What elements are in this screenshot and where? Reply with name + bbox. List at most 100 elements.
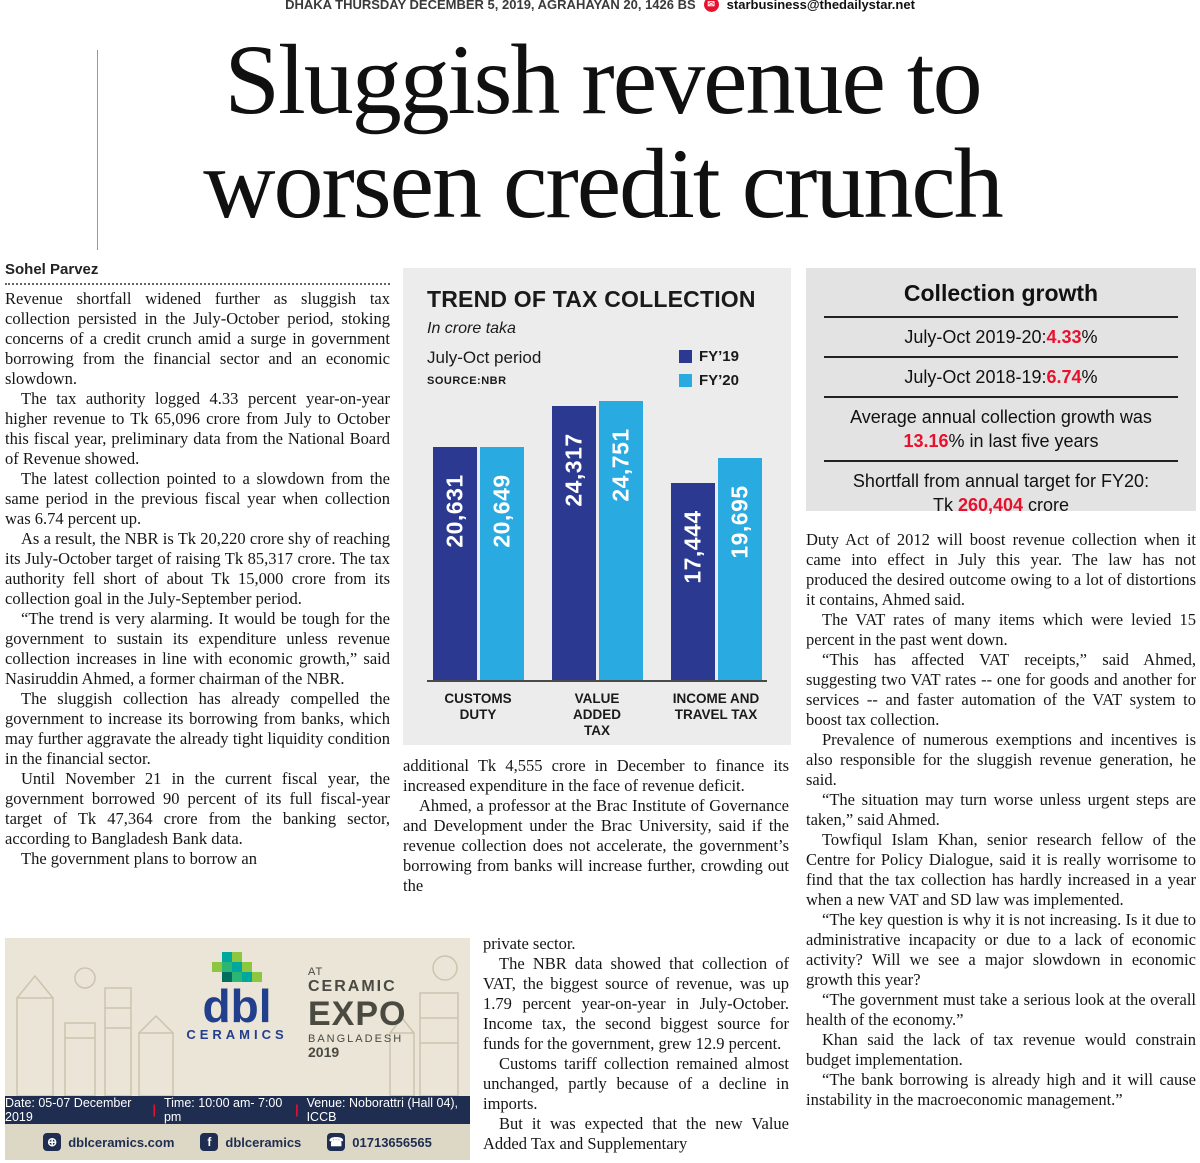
logo-wordmark: dbl: [202, 980, 272, 1032]
chart-plot-area: 20,631 20,649 24,317 24,751 17,444 19,695: [427, 401, 767, 682]
bar-value: 24,317: [560, 433, 586, 507]
bar-value: 19,695: [726, 485, 752, 559]
advert-date: Date: 05-07 December 2019: [5, 1096, 132, 1124]
growth-text: Shortfall from annual target for FY20:: [852, 471, 1150, 491]
legend-swatch-icon: [678, 350, 692, 363]
event-year: 2019: [308, 1044, 340, 1061]
facebook-text: dblceramics: [225, 1134, 302, 1150]
article-column-left: Revenue shortfall widened further as slu…: [5, 289, 390, 869]
paragraph: “The bank borrowing is already high and …: [806, 1070, 1196, 1109]
headline-line1: Sluggish revenue to: [224, 24, 982, 135]
legend-label: FY’20: [698, 372, 739, 389]
advert-contact-bar: ⊕ dblceramics.com f dblceramics ☎ 017136…: [5, 1124, 470, 1160]
article-column-middle-narrow: private sector. The NBR data showed that…: [483, 934, 789, 1154]
topbar-date-line: DHAKA THURSDAY DECEMBER 5, 2019, AGRAHAY…: [285, 0, 696, 12]
category-label: VALUE ADDED TAX: [572, 691, 621, 738]
topbar: DHAKA THURSDAY DECEMBER 5, 2019, AGRAHAY…: [0, 0, 1200, 15]
growth-value: 4.33: [1046, 327, 1082, 347]
paragraph: Duty Act of 2012 will boost revenue coll…: [806, 530, 1196, 609]
legend-item: FY’19: [678, 348, 739, 365]
paragraph: The tax authority logged 4.33 percent ye…: [5, 389, 390, 468]
bar: 19,695: [717, 458, 762, 680]
growth-value: 13.16: [903, 431, 949, 451]
advert-body: dbl CERAMICS AT CERAMIC EXPO BANGLADESH …: [5, 938, 470, 1096]
paragraph: Prevalence of numerous exemptions and in…: [806, 730, 1196, 789]
paragraph: The latest collection pointed to a slowd…: [5, 469, 390, 528]
headline-left-rule: [97, 50, 98, 250]
paragraph: Revenue shortfall widened further as slu…: [5, 289, 390, 388]
article-column-right: Duty Act of 2012 will boost revenue coll…: [806, 530, 1196, 1110]
tax-collection-chart: TREND OF TAX COLLECTION In crore taka Ju…: [403, 268, 791, 745]
category-label: CUSTOMS DUTY: [444, 691, 512, 722]
growth-row: July-Oct 2019-20:4.33%: [824, 316, 1178, 356]
website-contact: ⊕ dblceramics.com: [43, 1133, 174, 1151]
website-text: dblceramics.com: [68, 1134, 175, 1150]
chart-period-label: July-Oct period: [427, 348, 542, 367]
bar-value: 20,631: [441, 474, 467, 548]
chart-subtitle: In crore taka: [427, 320, 516, 337]
growth-text: July-Oct 2018-19:: [904, 367, 1047, 387]
chart-title: TREND OF TAX COLLECTION: [427, 286, 756, 312]
logo-subtext: CERAMICS: [186, 1027, 288, 1042]
growth-row: July-Oct 2018-19:6.74%: [824, 356, 1178, 396]
advert-date-bar: Date: 05-07 December 2019 | Time: 10:00 …: [5, 1096, 470, 1124]
growth-row: Shortfall from annual target for FY20: T…: [824, 460, 1178, 524]
advert-event-block: AT CERAMIC EXPO BANGLADESH 2019: [308, 966, 406, 1061]
headline-line2: worsen credit crunch: [203, 128, 1004, 239]
growth-value: 260,404: [957, 495, 1024, 515]
paragraph: “The government must take a serious look…: [806, 990, 1196, 1029]
bar-group: 17,444 19,695: [670, 458, 762, 680]
paragraph: Until November 21 in the current fiscal …: [5, 769, 390, 848]
growth-box-title: Collection growth: [903, 280, 1099, 306]
bar-value: 24,751: [607, 428, 633, 502]
collection-growth-box: Collection growth July-Oct 2019-20:4.33%…: [806, 268, 1196, 515]
separator: |: [152, 1103, 156, 1117]
growth-text: Average annual collection growth was: [850, 407, 1152, 427]
paragraph: Ahmed, a professor at the Brac Institute…: [403, 796, 789, 895]
phone-icon: ☎: [327, 1133, 346, 1151]
growth-text: % in last five years: [948, 431, 1099, 451]
paragraph: The VAT rates of many items which were l…: [806, 610, 1196, 649]
bar: 17,444: [670, 483, 715, 680]
bar: 20,631: [432, 447, 477, 680]
event-bangladesh: BANGLADESH: [308, 1033, 404, 1046]
bar: 24,317: [551, 406, 596, 680]
bar: 24,751: [598, 401, 643, 680]
paragraph: The government plans to borrow an: [21, 849, 257, 868]
globe-icon: ⊕: [43, 1133, 62, 1151]
article-column-middle: additional Tk 4,555 crore in December to…: [403, 756, 789, 896]
paragraph: Khan said the lack of tax revenue would …: [806, 1030, 1196, 1069]
growth-row: Average annual collection growth was 13.…: [824, 396, 1178, 460]
bar-value: 17,444: [679, 510, 705, 584]
phone-text: 01713656565: [352, 1134, 432, 1150]
paragraph: As a result, the NBR is Tk 20,220 crore …: [5, 529, 390, 608]
advert-time: Time: 10:00 am- 7:00 pm: [163, 1096, 283, 1124]
paragraph: “This has affected VAT receipts,” said A…: [806, 650, 1196, 729]
facebook-icon: f: [200, 1133, 219, 1151]
event-at: AT: [308, 966, 324, 978]
paragraph: “The trend is very alarming. It would be…: [5, 609, 390, 688]
legend-item: FY’20: [678, 372, 739, 389]
chart-legend: FY’19 FY’20: [678, 348, 767, 389]
skyline-doodles: [16, 955, 459, 1096]
growth-value: 6.74: [1046, 367, 1082, 387]
headline: Sluggish revenue to worsen credit crunch: [100, 28, 1105, 236]
category-label: INCOME AND TRAVEL TAX: [672, 691, 760, 722]
chart-source: SOURCE:NBR: [427, 375, 507, 387]
paragraph: Customs tariff collection remained almos…: [483, 1054, 789, 1113]
growth-text: Tk: [932, 495, 958, 515]
paragraph: The sluggish collection has already comp…: [5, 689, 390, 768]
separator: |: [295, 1103, 299, 1117]
facebook-contact: f dblceramics: [200, 1133, 301, 1151]
paragraph: But it was expected that the new Value A…: [483, 1114, 789, 1153]
event-ceramic: CERAMIC: [308, 978, 397, 996]
bar-group: 24,317 24,751: [551, 401, 643, 680]
email-icon: ✉: [703, 0, 719, 12]
paragraph: “The situation may turn worse unless urg…: [806, 790, 1196, 829]
dbl-logo: dbl CERAMICS: [177, 952, 297, 1042]
paragraph: private sector.: [483, 934, 576, 953]
dbl-ceramics-advert: dbl CERAMICS AT CERAMIC EXPO BANGLADESH …: [5, 938, 470, 1160]
advert-venue: Venue: Noborattri (Hall 04), ICCB: [306, 1096, 459, 1124]
phone-contact: ☎ 01713656565: [327, 1133, 432, 1151]
